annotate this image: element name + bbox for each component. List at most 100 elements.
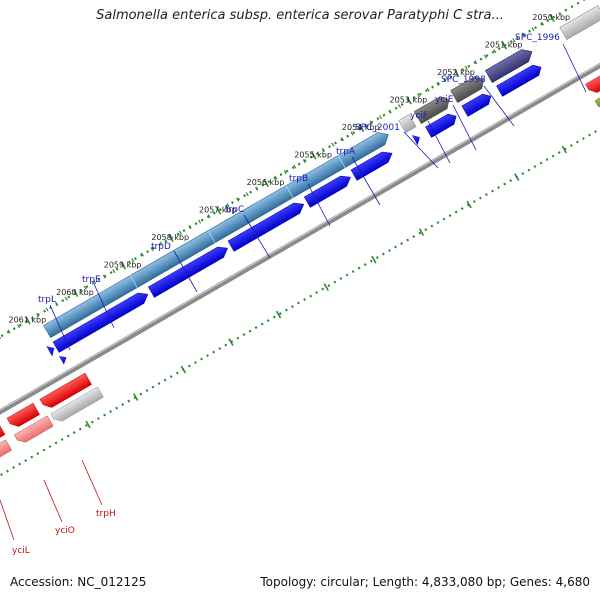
minor-tick-mark (226, 203, 230, 208)
minor-tick-mark (369, 120, 373, 125)
genome-backbone (0, 39, 600, 454)
inner-tick-mark (133, 393, 139, 401)
gene-block-edge-grey (559, 5, 600, 40)
minor-tick-mark (236, 197, 240, 202)
tick-mark (215, 206, 222, 215)
minor-tick-mark (350, 131, 354, 136)
minor-tick-mark (188, 225, 192, 230)
minor-tick-mark (7, 329, 11, 334)
tick-label: 2051 kbp (485, 41, 523, 50)
tick-label: 2058 kbp (151, 233, 189, 242)
tick-label: 2060 kbp (56, 288, 94, 297)
outer-tick-ring (0, 0, 600, 387)
inner-tick-mark (275, 310, 282, 319)
minor-tick-mark (140, 252, 144, 257)
minor-tick-mark (207, 214, 211, 219)
minor-tick-mark (540, 21, 545, 26)
minor-tick-mark (112, 269, 116, 274)
minor-tick-mark (274, 175, 278, 180)
minor-tick-mark (445, 76, 449, 81)
label-trpD: trpD (151, 242, 171, 252)
tick-label: 2053 kbp (390, 96, 428, 105)
cds-trpL (46, 345, 55, 357)
tick-mark (406, 96, 412, 105)
label-trpE: trpE (82, 275, 101, 285)
label-yciL: yciL (12, 546, 30, 556)
genome-summary-text: Topology: circular; Length: 4,833,080 bp… (260, 575, 590, 589)
gene-block-yciE (413, 96, 450, 124)
cds-yciO (6, 402, 40, 427)
minor-tick-mark (255, 186, 259, 191)
minor-tick-mark (83, 285, 87, 290)
tick-label: 2056 kbp (247, 178, 285, 187)
label-SPC_2001: SPC_2001 (355, 123, 400, 133)
minor-tick-mark (159, 241, 163, 246)
label-yciE: yciE (435, 95, 454, 105)
tick-mark (501, 41, 508, 50)
minor-tick-mark (340, 137, 344, 142)
tick-label: 2054 kbp (342, 123, 380, 132)
minor-tick-mark (178, 230, 183, 235)
minor-tick-mark (493, 49, 497, 54)
minor-tick-mark (93, 280, 97, 285)
minor-tick-mark (531, 27, 535, 32)
inner-tick-ring (0, 88, 600, 491)
minor-tick-mark (483, 54, 487, 59)
forward-cds-track (46, 64, 542, 365)
label-trpH: trpH (96, 509, 116, 519)
tick-marks (0, 14, 555, 340)
minor-tick-mark (245, 192, 249, 197)
trp-operon-band (43, 132, 389, 339)
cds-SPC_1998 (461, 93, 492, 117)
minor-tick-mark (64, 296, 68, 301)
accession-text: Accession: NC_012125 (10, 575, 147, 589)
tick-mark (358, 124, 365, 132)
minor-tick-mark (17, 324, 21, 329)
minor-tick-mark (283, 170, 287, 175)
inner-tick-mark (561, 145, 568, 154)
inner-tick-mark (85, 420, 91, 429)
minor-tick-mark (55, 302, 59, 307)
inner-tick-mark (228, 338, 234, 346)
tick-label: 2057 kbp (199, 206, 237, 215)
tick-mark (454, 69, 460, 77)
minor-tick-mark (379, 115, 383, 120)
map-title: Salmonella enterica subsp. enterica sero… (96, 8, 504, 23)
minor-tick-mark (293, 164, 297, 169)
tick-mark (263, 179, 269, 187)
cds-trpH (39, 372, 92, 408)
tick-label: 2061 kbp (8, 316, 46, 325)
tick-mark (25, 316, 31, 325)
cds-SPC_1996 (496, 64, 542, 97)
tick-mark (120, 261, 127, 270)
minor-tick-mark (512, 38, 516, 43)
tick-mark (168, 234, 174, 242)
inner-ticks (85, 145, 568, 429)
tick-label: 2055 kbp (294, 151, 332, 160)
cds-trpE (52, 292, 149, 353)
inner-tick-mark (466, 200, 472, 209)
minor-tick-mark (521, 32, 525, 37)
cds-trpC (227, 202, 305, 252)
cds-trpD (148, 246, 228, 298)
forward-gene-labels: SPC_1996 SPC_1998 yciE yciF SPC_2001 trp… (38, 33, 587, 351)
minor-tick-mark (321, 148, 325, 153)
label-yciF: yciF (410, 111, 428, 121)
minor-tick-mark (102, 274, 106, 279)
minor-tick-mark (302, 159, 306, 164)
label-trpC: trpC (225, 205, 244, 215)
tick-labels: 2050 kbp 2051 kbp 2052 kbp 2053 kbp 2054 kbp… (8, 13, 570, 325)
minor-tick-mark (417, 93, 421, 98)
gene-block-yciF (398, 114, 417, 133)
minor-tick-mark (426, 87, 430, 92)
cds-yciF (411, 134, 420, 146)
minor-tick-mark (331, 142, 335, 147)
minor-tick-mark (436, 82, 440, 87)
reverse-gene-labels: trpH yciO yciL (0, 459, 116, 556)
reverse-cds-right (585, 58, 600, 110)
reverse-cds-left (0, 372, 104, 476)
minor-tick-mark (150, 247, 154, 252)
gene-block-SPC_1996 (484, 49, 533, 83)
tick-mark (311, 151, 317, 160)
inner-tick-mark (418, 228, 425, 236)
